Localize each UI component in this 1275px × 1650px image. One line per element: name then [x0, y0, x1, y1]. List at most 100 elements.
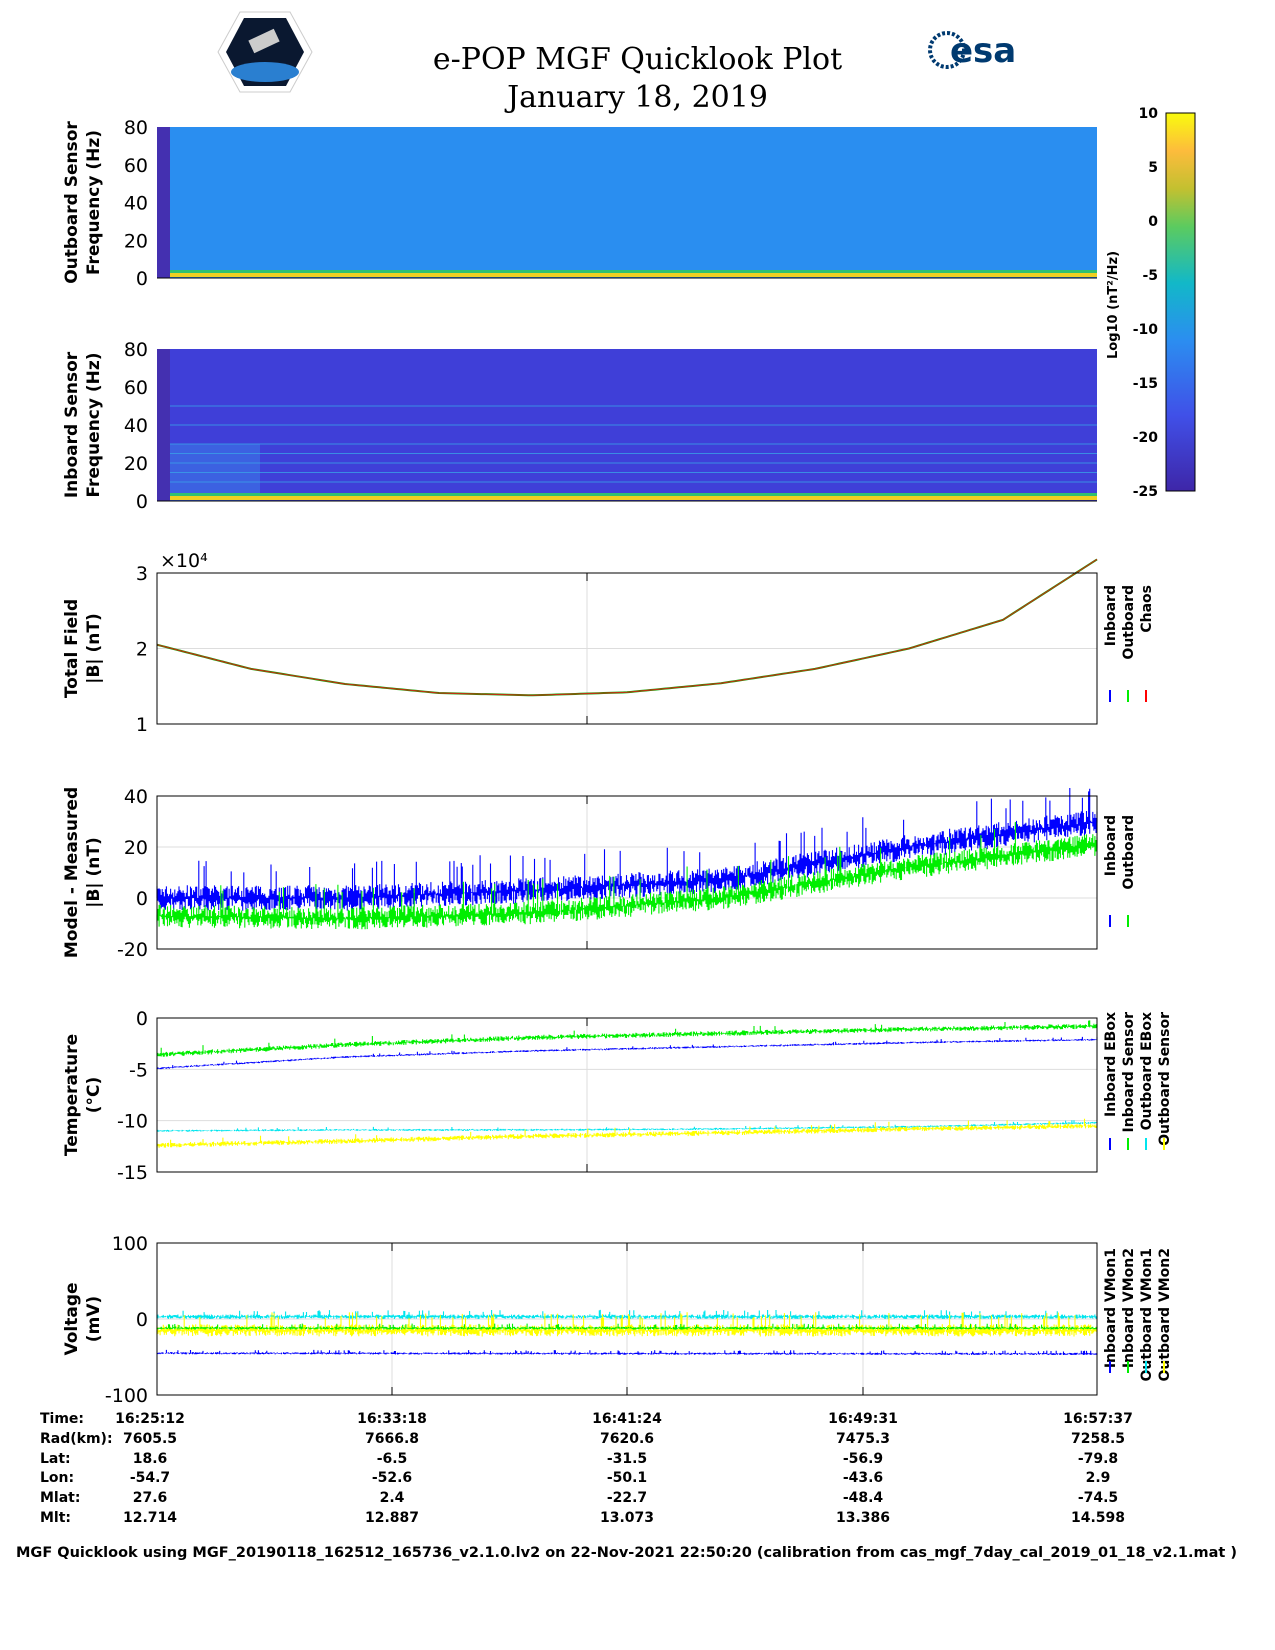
- orbit-value: -54.7: [129, 1470, 171, 1486]
- orbit-value: 12.714: [122, 1510, 178, 1526]
- legend-label: Outboard EBox: [1139, 1012, 1155, 1130]
- row-label: Lon:: [40, 1470, 75, 1486]
- colorbar-tick: -20: [1133, 430, 1159, 446]
- temp-series-outboard-sensor: [156, 1118, 1098, 1148]
- legend-label: Outboard: [1121, 585, 1137, 660]
- volt-ytick: 0: [136, 1309, 148, 1331]
- total-exponent: ×10⁴: [160, 550, 208, 572]
- orbit-value: 18.6: [132, 1451, 168, 1467]
- orbit-value: -22.7: [606, 1490, 648, 1506]
- diff-ytick: 0: [136, 888, 148, 910]
- orbit-value: 7620.6: [599, 1431, 655, 1447]
- orbit-value: 16:41:24: [592, 1411, 662, 1427]
- orbit-value: -48.4: [842, 1490, 884, 1506]
- inboard-ytick: 60: [124, 377, 148, 399]
- outboard-ytick: 60: [124, 155, 148, 177]
- row-label: Mlat:: [40, 1490, 81, 1506]
- outboard-ytick: 40: [124, 193, 148, 215]
- colorbar-tick: 5: [1148, 160, 1158, 176]
- orbit-value: -74.5: [1077, 1490, 1119, 1506]
- inboard-ytick: 0: [136, 491, 148, 513]
- orbit-value: 27.6: [132, 1490, 168, 1506]
- inboard-ylabel: Inboard Sensor: [62, 351, 82, 498]
- temp-ytick: 0: [136, 1008, 148, 1030]
- colorbar-tick: -25: [1133, 484, 1158, 500]
- footnote: MGF Quicklook using MGF_20190118_162512_…: [16, 1545, 1238, 1561]
- volt-axes-box: [156, 1242, 1098, 1396]
- orbit-value: 7258.5: [1070, 1431, 1126, 1447]
- svg-text:esa: esa: [950, 31, 1016, 71]
- inboard-ytick: 20: [124, 453, 148, 475]
- legend-label: Inboard EBox: [1103, 1012, 1119, 1117]
- diff-ylabel: Model - Measured: [62, 787, 82, 958]
- total-ytick: 1: [136, 714, 148, 736]
- orbit-value: 2.9: [1085, 1470, 1111, 1486]
- orbit-value: 14.598: [1070, 1510, 1126, 1526]
- orbit-value: -6.5: [376, 1451, 408, 1467]
- plot-date: January 18, 2019: [507, 80, 768, 115]
- total-field-chaos-line: [156, 558, 1098, 696]
- inboard-ytick: 40: [124, 415, 148, 437]
- legend-label: Chaos: [1139, 585, 1155, 633]
- volt-ylabel: Voltage: [62, 1282, 82, 1355]
- outboard-ylabel: Outboard Sensor: [62, 121, 82, 284]
- temp-series-inboard-sensor: [156, 1020, 1098, 1057]
- orbit-value: -31.5: [606, 1451, 648, 1467]
- orbit-value: 12.887: [364, 1510, 420, 1526]
- temp-ylabel: (°C): [84, 1077, 104, 1114]
- inboard-ylabel: Frequency (Hz): [84, 352, 104, 497]
- inboard-low-freq-band: [170, 496, 1097, 500]
- legend-label: Outboard Sensor: [1157, 1012, 1173, 1146]
- orbit-value: 13.386: [835, 1510, 891, 1526]
- volt-ytick: 100: [112, 1233, 148, 1255]
- diff-ytick: 40: [124, 786, 148, 808]
- orbit-value: -50.1: [606, 1470, 648, 1486]
- orbit-value: 2.4: [379, 1490, 405, 1506]
- esa-logo: esa: [928, 31, 1016, 71]
- outboard-ytick: 0: [136, 268, 148, 290]
- legend-label: Inboard: [1103, 815, 1119, 876]
- diff-axes-box: [156, 795, 1098, 950]
- inboard-low-freq-band2: [170, 493, 1097, 496]
- legend-label: Inboard VMon1: [1103, 1248, 1119, 1368]
- legend-label: Outboard VMon2: [1157, 1248, 1173, 1382]
- temp-ytick: -10: [117, 1111, 148, 1133]
- orbit-value: -52.6: [371, 1470, 413, 1486]
- legend-label: Outboard: [1121, 815, 1137, 890]
- diff-ytick: -20: [117, 939, 148, 961]
- row-label: Rad(km):: [40, 1431, 113, 1447]
- temp-series-inboard-ebox: [156, 1036, 1098, 1070]
- colorbar-tick: 0: [1148, 214, 1158, 230]
- outboard-ylabel: Frequency (Hz): [84, 130, 104, 275]
- total-axes-box: [156, 572, 1098, 725]
- orbit-value: 7475.3: [835, 1431, 891, 1447]
- orbit-value: -56.9: [842, 1451, 884, 1467]
- row-label: Mlt:: [40, 1510, 72, 1526]
- cassiope-logo: [217, 11, 313, 93]
- total-ylabel: |B| (nT): [84, 613, 104, 684]
- total-field-outboard-line: [156, 558, 1098, 697]
- temp-axes-box: [156, 1017, 1098, 1173]
- orbit-value: 16:33:18: [357, 1411, 427, 1427]
- volt-ylabel: (mV): [84, 1296, 104, 1342]
- legend-label: Outboard VMon1: [1139, 1248, 1155, 1382]
- orbit-value: 16:49:31: [828, 1411, 898, 1427]
- diff-ylabel: |B| (nT): [84, 837, 104, 908]
- total-ytick: 2: [136, 639, 148, 661]
- orbit-value: 13.073: [599, 1510, 655, 1526]
- legend-label: Inboard: [1103, 585, 1119, 646]
- outboard-low-freq-band: [170, 273, 1097, 277]
- outboard-spectrogram-gap: [157, 127, 170, 278]
- orbit-value: 7605.5: [122, 1431, 178, 1447]
- legend-label: Inboard VMon2: [1121, 1248, 1137, 1368]
- colorbar: [1165, 112, 1196, 492]
- plot-title: e-POP MGF Quicklook Plot: [432, 42, 843, 77]
- outboard-low-freq-band2: [170, 270, 1097, 273]
- colorbar-tick: 10: [1139, 106, 1159, 122]
- temp-ytick: -15: [117, 1162, 148, 1184]
- colorbar-tick: -5: [1142, 268, 1158, 284]
- orbit-value: 16:57:37: [1063, 1411, 1133, 1427]
- outboard-ytick: 80: [124, 117, 148, 139]
- total-ylabel: Total Field: [62, 599, 82, 698]
